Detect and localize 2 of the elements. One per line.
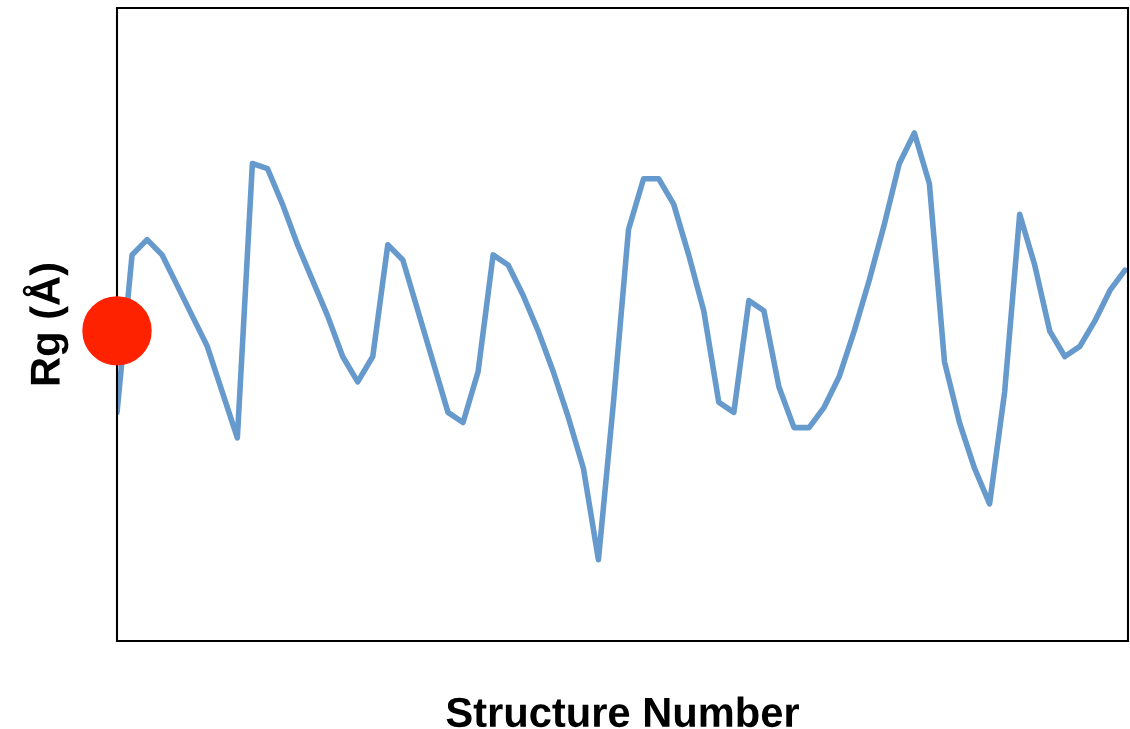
x-axis-title: Structure Number [446, 696, 799, 728]
y-axis-title: Rg (Å) [22, 264, 69, 385]
